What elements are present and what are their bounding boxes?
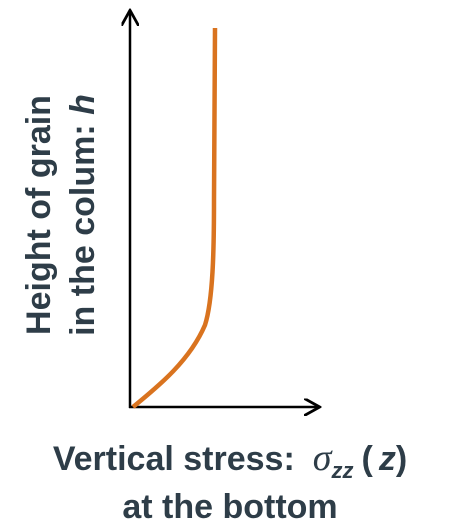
stress-curve <box>131 27 218 409</box>
x-label-text: Vertical stress: <box>53 440 295 478</box>
y-label-text: in the colum: <box>64 124 102 336</box>
x-label-symbol: σ <box>313 437 333 479</box>
x-label-open: ( <box>362 440 374 478</box>
y-label-line1: Height of grain <box>20 95 58 335</box>
x-label-close: ) <box>396 440 407 478</box>
y-label-line2: in the colum: h <box>64 94 102 336</box>
x-label-line2: at the bottom <box>122 488 337 526</box>
x-label-argument: z <box>378 440 396 478</box>
x-label-line1: Vertical stress: σzz (z) <box>53 437 407 483</box>
y-axis-label: Height of grain in the colum: h <box>20 94 102 336</box>
y-label-variable: h <box>64 94 102 115</box>
x-label-subscript: zz <box>331 458 354 483</box>
